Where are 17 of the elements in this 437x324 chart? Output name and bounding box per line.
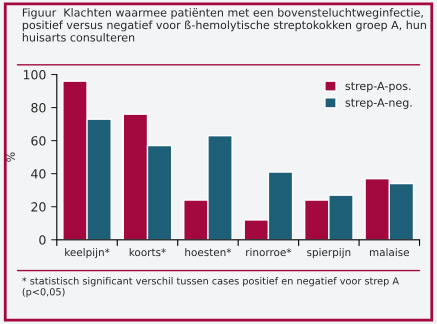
x-tick-label: malaise	[370, 248, 410, 256]
x-tick-label: koorts*	[130, 248, 166, 256]
y-tick-label: 0	[39, 235, 46, 245]
legend-label: strep-A-neg.	[346, 98, 412, 109]
y-tick-label: 40	[31, 169, 46, 179]
legend-label: strep-A-pos.	[346, 82, 410, 92]
x-tick-label: rinorroe*	[246, 248, 292, 256]
y-tick-label: 100	[24, 70, 46, 80]
y-tick-label: 60	[31, 136, 46, 146]
x-tick-label: spierpijn	[307, 248, 350, 258]
y-axis-title: %	[6, 152, 15, 162]
x-tick-label: keelpijn*	[65, 248, 110, 258]
y-tick-label: 80	[31, 103, 46, 112]
text: * statistisch significant verschil tussen cases positief en negatief voor strep A (p<0,05)	[22, 277, 399, 298]
chart-title: Figuur Klachten waarmee patiënten met een bovensteluchtweginfectie, positief versus negatief voor ß-hemolytische streptokokken groep A, hun huisarts consulteren	[22, 8, 426, 42]
y-tick-label: 20	[31, 202, 46, 212]
x-tick-label: hoesten*	[185, 248, 232, 256]
